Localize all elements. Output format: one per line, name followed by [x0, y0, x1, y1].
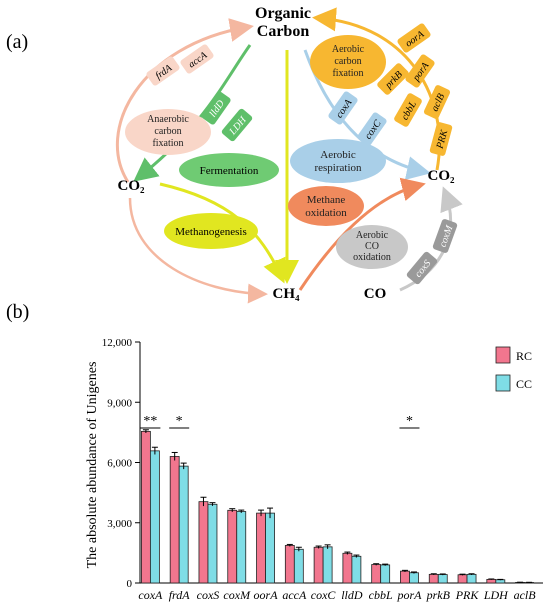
co2-right-node: CO₂: [428, 168, 456, 184]
gene-tag-coxM: coxM: [432, 219, 458, 253]
bar-CC-cbbL: [380, 564, 391, 584]
significance-label: **: [143, 414, 157, 429]
organic-carbon-node: Organic Carbon: [255, 5, 311, 40]
x-tick-label: coxC: [311, 588, 337, 602]
bar-CC-frdA: [178, 465, 189, 584]
bar-CC-coxC: [322, 546, 333, 584]
x-tick-label: lldD: [341, 588, 363, 602]
significance-marks: ** * *: [140, 414, 420, 429]
bar-RC-prkB: [428, 573, 439, 584]
aerobic-respiration-label: Aerobic respiration: [314, 149, 362, 174]
bar-RC-PRK: [457, 574, 468, 584]
gene-tag-frdA: frdA: [146, 56, 180, 86]
legend-swatch-RC: [495, 346, 511, 364]
x-tick-label: coxA: [138, 588, 163, 602]
bar-RC-lldD: [342, 552, 353, 584]
methane-oxidation-label: Methane oxidation: [305, 194, 347, 219]
arrow-co2-to-organic-anaerobic: [115, 18, 254, 183]
bar-RC-oorA: [256, 512, 266, 584]
arrow-ch4-to-co2: [298, 177, 426, 291]
bar-RC-cbbL: [371, 564, 382, 584]
bar-CC-coxS: [207, 503, 218, 584]
bar-CC-coxA: [149, 450, 160, 584]
x-tick-labels: coxA frdA coxS coxM oorA accA coxC lldD cbbL porA…: [138, 588, 536, 602]
aerobic-co-oxidation-label: Aerobic CO oxidation: [353, 230, 391, 263]
y-tick-label: 3,000: [107, 518, 132, 530]
legend-label-RC: RC: [516, 349, 532, 363]
ch4-node: CH₄: [273, 286, 301, 302]
x-tick-label: coxM: [223, 588, 251, 602]
x-tick-label: accA: [282, 588, 307, 602]
methanogenesis-label: Methanogenesis: [175, 226, 246, 238]
x-tick-label: prkB: [426, 588, 451, 602]
panel-a: (a) Anaerobic carbon fixation Fermentation…: [6, 5, 463, 304]
y-axis-title: The absolute abundance of Unigenes: [85, 362, 100, 569]
panel-b-label: (b): [6, 301, 29, 323]
y-tick-label: 0: [127, 578, 133, 590]
bar-CC-oorA: [265, 512, 275, 584]
significance-label: *: [406, 414, 413, 429]
x-tick-label: coxS: [197, 588, 220, 602]
legend-swatch-CC: [495, 374, 511, 392]
y-tick-label: 6,000: [107, 458, 132, 470]
legend-label-CC: CC: [516, 377, 532, 391]
fermentation-label: Fermentation: [200, 165, 259, 177]
aerobic-fixation-ellipse: [310, 35, 386, 89]
bar-CC-coxM: [236, 511, 247, 584]
gene-tag-cbbL: cbbL: [394, 93, 422, 127]
bar-CC-PRK: [466, 573, 477, 584]
bar-RC-accA: [284, 545, 295, 584]
aerobic-fixation-label: Aerobic carbon fixation: [332, 44, 365, 79]
legend: RC CC: [495, 346, 532, 392]
bar-CC-accA: [293, 548, 304, 584]
x-tick-label: porA: [396, 588, 422, 602]
gene-tag-aclB: aclB: [423, 85, 451, 119]
svg-text:PRK: PRK: [434, 128, 450, 151]
x-tick-label: frdA: [169, 588, 191, 602]
y-tick-label: 12,000: [102, 337, 133, 349]
bar-RC-porA: [400, 570, 410, 584]
aerobic-co-oxidation-ellipse: [336, 225, 408, 269]
significance-label: *: [176, 414, 183, 429]
gene-tag-oorA: oorA: [397, 23, 431, 53]
fermentation-ellipse: [179, 153, 279, 187]
x-tick-label: aclB: [514, 588, 537, 602]
bar-RC-LDH: [486, 578, 497, 584]
gene-tag-PRK: PRK: [429, 122, 453, 156]
y-tick-label: 9,000: [107, 397, 132, 409]
arrow-co2-to-ch4-lower: [128, 197, 268, 304]
bar-RC-frdA: [169, 456, 180, 584]
bar-CC-LDH: [495, 579, 506, 584]
bar-RC-coxM: [227, 509, 238, 584]
aerobic-respiration-ellipse: [290, 139, 386, 183]
bar-CC-lldD: [351, 555, 362, 584]
bars: [140, 429, 535, 584]
methanogenesis-ellipse: [164, 213, 258, 249]
bar-CC-porA: [409, 572, 419, 584]
co-node: CO: [364, 286, 387, 302]
x-tick-label: cbbL: [369, 588, 393, 602]
bar-CC-prkB: [437, 574, 448, 584]
bar-RC-coxS: [198, 501, 209, 584]
bar-RC-coxA: [140, 430, 151, 584]
x-tick-label: LDH: [483, 588, 509, 602]
methane-oxidation-ellipse: [288, 186, 364, 226]
panel-b: (b) The absolute abundance of Unigenes 0…: [6, 301, 543, 602]
x-tick-label: PRK: [455, 588, 480, 602]
co2-left-node: CO₂: [118, 178, 146, 194]
anaerobic-fixation-label: Anaerobic carbon fixation: [147, 114, 189, 149]
panel-a-label: (a): [6, 31, 28, 53]
x-tick-label: oorA: [254, 588, 279, 602]
anaerobic-fixation-ellipse: [125, 109, 211, 155]
y-ticks: 0 3,000 6,000 9,000 12,000: [102, 337, 140, 590]
gene-tag-LDH: LDH: [221, 108, 253, 142]
bar-RC-coxC: [313, 546, 324, 584]
